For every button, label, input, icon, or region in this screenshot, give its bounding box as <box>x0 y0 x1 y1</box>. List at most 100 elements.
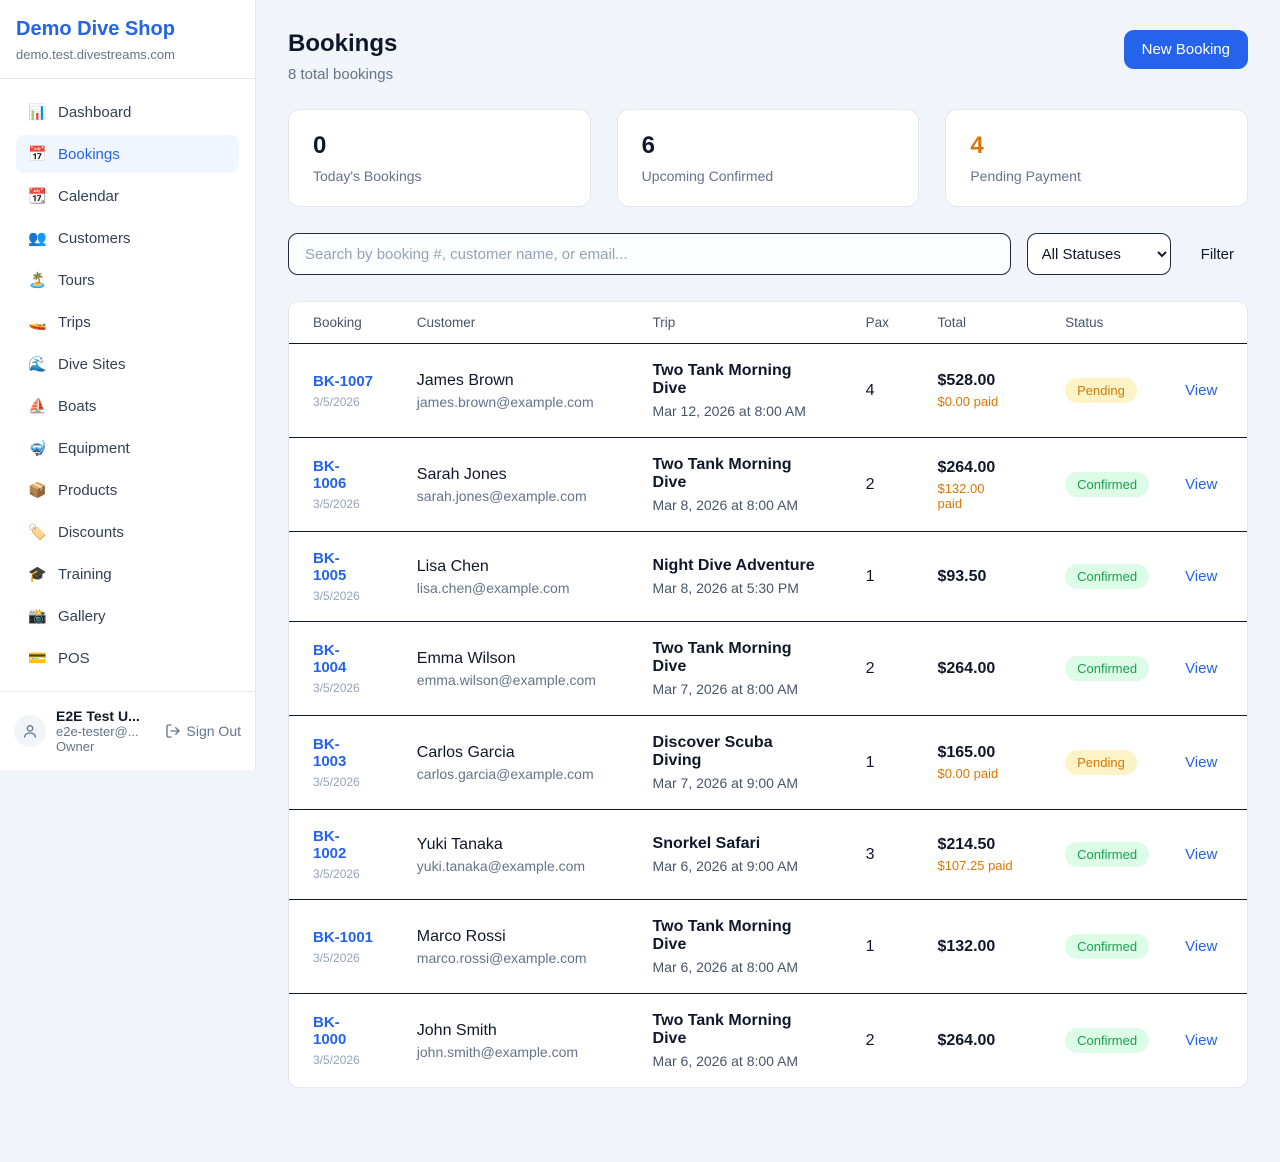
pax-count: 1 <box>865 937 875 955</box>
stat-card-pending-payment: 4 Pending Payment <box>945 109 1249 207</box>
booking-id-link[interactable]: BK- 1000 <box>313 1014 347 1048</box>
page-title: Bookings <box>288 30 398 57</box>
total-amount: $214.50 <box>937 836 996 853</box>
pax-count: 2 <box>865 659 875 677</box>
sidebar-item-training[interactable]: 🎓 Training <box>28 565 112 583</box>
booking-id-link[interactable]: BK-1001 <box>313 928 374 946</box>
person-icon <box>24 725 36 738</box>
stat-label: Today's Bookings <box>313 168 422 184</box>
people-icon: 👥 <box>28 229 47 247</box>
paid-amount: $0.00 paid <box>937 766 999 781</box>
customer-name: John Smith <box>416 1021 497 1039</box>
main-content: Bookings 8 total bookings New Booking 0 … <box>256 0 1280 1122</box>
pax-count: 4 <box>865 381 875 399</box>
stat-card-upcoming-confirmed: 6 Upcoming Confirmed <box>616 109 920 207</box>
booking-id-link[interactable]: BK- 1006 <box>313 458 347 492</box>
page-subtitle: 8 total bookings <box>288 66 394 83</box>
user-name: E2E Test U... <box>56 708 140 724</box>
trip-name: Discover Scuba Diving <box>652 734 773 769</box>
shop-name: Demo Dive Shop <box>16 18 175 40</box>
trip-name: Two Tank Morning Dive <box>652 1012 792 1047</box>
tearoff-calendar-icon: 📆 <box>28 187 47 205</box>
sidebar-item-products[interactable]: 📦 Products <box>28 481 118 499</box>
table-row: BK-1001 3/5/2026 Marco Rossi marco.rossi… <box>289 900 1247 994</box>
sidebar-item-customers[interactable]: 👥 Customers <box>28 229 131 247</box>
user-info: E2E Test U... e2e-tester@... Owner <box>56 708 155 754</box>
calendar-icon: 📅 <box>28 145 47 163</box>
user-email: e2e-tester@... <box>56 724 139 739</box>
trip-name: Snorkel Safari <box>652 835 761 852</box>
search-input[interactable] <box>288 233 1011 275</box>
column-header-booking: Booking <box>289 302 401 344</box>
total-amount: $93.50 <box>937 567 987 585</box>
customer-email: sarah.jones@example.com <box>416 487 587 504</box>
view-link[interactable]: View <box>1185 753 1218 771</box>
sidebar: Demo Dive Shop demo.test.divestreams.com… <box>0 0 256 770</box>
status-filter-select[interactable]: All Statuses <box>1026 233 1171 275</box>
booking-id-link[interactable]: BK- 1002 <box>313 828 347 862</box>
sidebar-item-trips[interactable]: 🚤 Trips <box>28 313 91 331</box>
sidebar-item-dive-sites[interactable]: 🌊 Dive Sites <box>28 355 126 373</box>
filter-button[interactable]: Filter <box>1187 238 1248 271</box>
trip-name: Two Tank Morning Dive <box>652 918 792 953</box>
sidebar-item-calendar[interactable]: 📆 Calendar <box>28 187 119 205</box>
status-badge: Pending <box>1065 378 1137 403</box>
booking-date: 3/5/2026 <box>313 867 360 881</box>
booking-date: 3/5/2026 <box>313 1053 360 1067</box>
customer-name: Sarah Jones <box>416 465 507 483</box>
customer-email: emma.wilson@example.com <box>416 671 596 688</box>
stat-value: 6 <box>641 132 656 159</box>
booking-date: 3/5/2026 <box>313 950 360 965</box>
speedboat-icon: 🚤 <box>28 313 47 331</box>
stats-row: 0 Today's Bookings 6 Upcoming Confirmed … <box>288 109 1249 207</box>
customer-email: john.smith@example.com <box>416 1043 579 1060</box>
sidebar-item-dashboard[interactable]: 📊 Dashboard <box>28 103 132 121</box>
booking-id-link[interactable]: BK- 1004 <box>313 642 347 676</box>
booking-id-link[interactable]: BK-1007 <box>313 372 374 390</box>
view-link[interactable]: View <box>1185 1031 1218 1049</box>
wave-icon: 🌊 <box>28 355 47 373</box>
view-link[interactable]: View <box>1185 475 1218 493</box>
view-link[interactable]: View <box>1185 659 1218 677</box>
customer-email: james.brown@example.com <box>416 393 594 410</box>
graduation-cap-icon: 🎓 <box>28 565 47 583</box>
bookings-table: Booking Customer Trip Pax Total Status B… <box>289 302 1247 1087</box>
view-link[interactable]: View <box>1185 567 1218 585</box>
view-link[interactable]: View <box>1185 381 1218 399</box>
trip-date: Mar 6, 2026 at 8:00 AM <box>652 959 799 975</box>
total-amount: $264.00 <box>937 659 996 677</box>
sidebar-item-discounts[interactable]: 🏷️ Discounts <box>28 523 124 541</box>
view-link[interactable]: View <box>1185 845 1218 863</box>
pax-count: 1 <box>865 753 875 771</box>
column-header-trip: Trip <box>636 302 850 344</box>
customer-email: lisa.chen@example.com <box>416 579 570 596</box>
sidebar-item-gallery[interactable]: 📸 Gallery <box>28 607 106 625</box>
view-link[interactable]: View <box>1185 937 1218 955</box>
trip-date: Mar 7, 2026 at 9:00 AM <box>652 775 799 791</box>
table-row: BK-1007 3/5/2026 James Brown james.brown… <box>289 344 1247 438</box>
sidebar-item-equipment[interactable]: 🤿 Equipment <box>28 439 130 457</box>
sidebar-item-bookings[interactable]: 📅 Bookings <box>16 135 239 173</box>
column-header-actions <box>1169 302 1247 344</box>
trip-date: Mar 12, 2026 at 8:00 AM <box>652 403 806 419</box>
total-amount: $132.00 <box>937 937 996 955</box>
trip-name: Two Tank Morning Dive <box>652 362 792 397</box>
customer-name: Emma Wilson <box>416 649 516 667</box>
customer-name: Marco Rossi <box>416 927 506 945</box>
booking-date: 3/5/2026 <box>313 681 360 695</box>
status-badge: Confirmed <box>1065 1028 1150 1053</box>
sidebar-item-boats[interactable]: ⛵ Boats <box>28 397 97 415</box>
sidebar-item-pos[interactable]: 💳 POS <box>28 649 90 667</box>
column-header-total: Total <box>921 302 1050 344</box>
sidebar-item-tours[interactable]: 🏝️ Tours <box>28 271 95 289</box>
booking-id-link[interactable]: BK- 1003 <box>313 736 347 770</box>
stat-label: Pending Payment <box>970 168 1081 184</box>
booking-id-link[interactable]: BK- 1005 <box>313 550 347 584</box>
sign-out-button[interactable]: Sign Out <box>165 723 241 739</box>
total-amount: $264.00 <box>937 458 996 476</box>
trip-date: Mar 6, 2026 at 9:00 AM <box>652 858 799 874</box>
customer-email: yuki.tanaka@example.com <box>416 857 586 874</box>
customer-email: carlos.garcia@example.com <box>416 765 594 782</box>
page-title-block: Bookings 8 total bookings <box>288 30 397 83</box>
new-booking-button[interactable]: New Booking <box>1123 30 1248 69</box>
